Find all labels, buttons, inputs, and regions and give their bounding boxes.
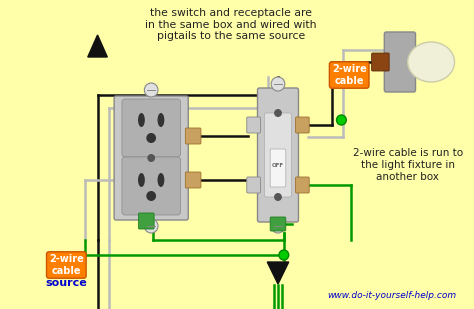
Polygon shape [267, 262, 289, 284]
Ellipse shape [408, 42, 455, 82]
Ellipse shape [157, 113, 164, 127]
Text: OFF: OFF [272, 163, 284, 167]
FancyBboxPatch shape [257, 88, 299, 222]
FancyBboxPatch shape [247, 177, 260, 193]
Text: 2-wire
cable: 2-wire cable [49, 254, 84, 276]
FancyBboxPatch shape [270, 149, 286, 187]
FancyBboxPatch shape [185, 172, 201, 188]
FancyBboxPatch shape [122, 157, 181, 215]
FancyBboxPatch shape [122, 99, 181, 157]
Text: 2-wire cable is run to
the light fixture in
another box: 2-wire cable is run to the light fixture… [353, 148, 463, 182]
FancyBboxPatch shape [114, 96, 188, 220]
Circle shape [271, 77, 285, 91]
Text: 2-wire
cable: 2-wire cable [332, 64, 366, 86]
FancyBboxPatch shape [372, 53, 389, 71]
Circle shape [147, 154, 155, 162]
FancyBboxPatch shape [270, 217, 286, 231]
Ellipse shape [157, 173, 164, 187]
Circle shape [337, 115, 346, 125]
Circle shape [145, 219, 158, 233]
Text: source: source [46, 278, 87, 288]
Circle shape [146, 191, 156, 201]
FancyBboxPatch shape [384, 32, 416, 92]
Circle shape [145, 83, 158, 97]
Circle shape [279, 250, 289, 260]
FancyBboxPatch shape [138, 213, 154, 229]
Circle shape [271, 219, 285, 233]
FancyBboxPatch shape [296, 177, 309, 193]
FancyBboxPatch shape [264, 113, 292, 197]
Ellipse shape [138, 113, 145, 127]
Polygon shape [88, 35, 107, 57]
Circle shape [146, 133, 156, 143]
FancyBboxPatch shape [296, 117, 309, 133]
Ellipse shape [138, 173, 145, 187]
Circle shape [274, 193, 282, 201]
FancyBboxPatch shape [185, 128, 201, 144]
Text: the switch and receptacle are
in the same box and wired with
pigtails to the sam: the switch and receptacle are in the sam… [146, 8, 317, 41]
Text: www.do-it-yourself-help.com: www.do-it-yourself-help.com [328, 291, 456, 300]
Circle shape [274, 109, 282, 117]
FancyBboxPatch shape [247, 117, 260, 133]
